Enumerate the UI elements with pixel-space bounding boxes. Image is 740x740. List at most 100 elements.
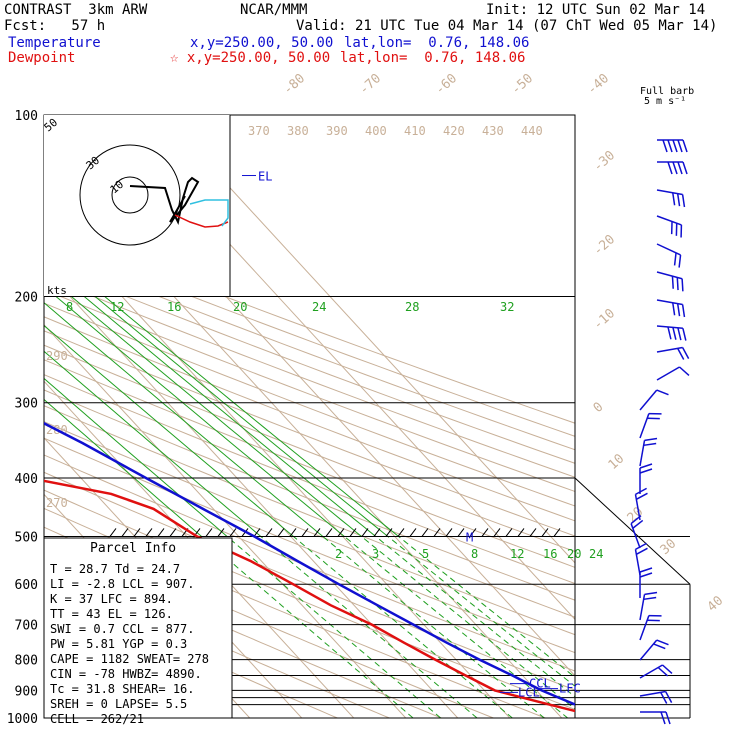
theta-label: 390 (326, 124, 348, 138)
hodograph-background (44, 115, 230, 296)
temperature-tick-label: 0 (591, 400, 607, 416)
dry-adiabat (44, 471, 575, 691)
pressure-tick-label: 800 (15, 654, 38, 669)
wind-barb (630, 515, 644, 549)
mixing-ratio-label: 8 (471, 547, 478, 561)
hatch-mark (121, 528, 129, 537)
temperature-latlon: lat,lon= 0.76, 148.06 (344, 35, 530, 51)
hatch-mark (229, 528, 237, 537)
hatch-mark (457, 528, 465, 537)
dry-adiabat (44, 374, 575, 585)
dry-adiabat (44, 586, 339, 718)
dry-adiabat (44, 344, 575, 552)
hatch-mark (397, 528, 405, 537)
hatch-mark (157, 528, 165, 537)
wind-barb (639, 639, 669, 661)
temperature-tick-label: -20 (591, 232, 618, 259)
ccl-label: CCL (529, 677, 551, 691)
temperature-tick-label: -30 (591, 148, 618, 175)
pressure-tick-label: 1000 (7, 712, 38, 727)
temperature-legend: Temperature (8, 35, 101, 51)
mixing-ratio-line (71, 296, 362, 537)
isotherm (44, 211, 511, 718)
dry-adiabat (44, 302, 575, 507)
theta-label: 370 (248, 124, 270, 138)
mixing-ratio-label: 12 (110, 300, 124, 314)
mixing-ratio-label: 24 (589, 547, 603, 561)
dry-adiabat (44, 454, 575, 672)
mixing-ratio-line (44, 377, 228, 537)
temperature-tick-label: -70 (357, 71, 384, 98)
hatch-mark (109, 528, 117, 537)
mixing-ratio-line (375, 536, 575, 698)
hodograph-trace (129, 176, 200, 226)
parcel-info-background (43, 537, 233, 719)
mixing-ratio-line (55, 296, 345, 537)
mixing-ratio-lines (44, 296, 575, 718)
temperature-tick-label: 40 (705, 593, 727, 615)
mixing-ratio-label: 2 (335, 547, 342, 561)
mixing-ratio-label: 24 (312, 300, 326, 314)
dry-adiabat (44, 437, 575, 654)
hatch-mark (553, 528, 561, 537)
hatch-mark (265, 528, 273, 537)
temperature-xy: x,y=250.00, 50.00 (190, 35, 334, 51)
wind-barb (656, 271, 684, 292)
hatch-mark (469, 528, 477, 537)
dry-adiabat (44, 225, 575, 424)
temperature-tick-label: -60 (433, 71, 460, 98)
plot-frame (43, 114, 691, 719)
plot-border (43, 114, 576, 719)
hatch-mark (301, 528, 309, 537)
center-title: NCAR/MMM (240, 2, 308, 18)
init-time: Init: 12 UTC Sun 02 Mar 14 (486, 2, 706, 18)
mixing-ratio-line (226, 536, 442, 718)
dry-adiabat (44, 275, 575, 478)
wind-barb (639, 412, 662, 439)
hatch-mark (169, 528, 177, 537)
mixing-ratio-label: 16 (543, 547, 557, 561)
pressure-tick-label: 600 (15, 578, 38, 593)
hatch-mark (313, 528, 321, 537)
mixing-ratio-line (44, 398, 202, 537)
mixing-ratio-label: 3 (372, 547, 379, 561)
mixing-ratio-line (83, 296, 377, 537)
dry-adiabat (44, 238, 575, 437)
forecast-hour: Fcst: 57 h (4, 18, 106, 34)
hatch-mark (493, 528, 501, 537)
wind-barb (656, 189, 686, 208)
valid-time: Valid: 21 UTC Tue 04 Mar 14 (07 ChT Wed … (296, 18, 718, 34)
pressure-tick-label: 500 (15, 530, 38, 545)
hatch-mark (517, 528, 525, 537)
wind-barb (657, 161, 688, 175)
parcel-info-row: TT = 43 EL = 126. (50, 607, 173, 621)
parcel-marker: M (466, 530, 473, 544)
wind-barb (656, 243, 682, 268)
dewpoint-latlon: lat,lon= 0.76, 148.06 (340, 50, 526, 66)
parcel-info-row: Tc = 31.8 SHEAR= 16. (50, 682, 195, 696)
hatch-mark (145, 528, 153, 537)
temperature-tick-label: -40 (585, 71, 612, 98)
hatch-mark (505, 528, 513, 537)
wind-barb (656, 325, 687, 341)
adiabat-label: 290 (46, 349, 68, 363)
hatch-mark (289, 528, 297, 537)
dry-adiabat (44, 250, 575, 451)
temperature-tick-label: -50 (509, 71, 536, 98)
parcel-info-row: LI = -2.8 LCL = 907. (50, 577, 195, 591)
dewpoint-xy: ☆ x,y=250.00, 50.00 (170, 50, 331, 66)
pressure-tick-label: 400 (15, 472, 38, 487)
pressure-tick-label: 200 (15, 291, 38, 306)
wind-barb (639, 463, 653, 494)
theta-label: 380 (287, 124, 309, 138)
dry-adiabat (44, 316, 575, 522)
hatch-mark (133, 528, 141, 537)
wind-barb (639, 614, 662, 641)
hatch-mark (481, 528, 489, 537)
hodograph-storm-motion (174, 214, 229, 228)
temperature-profile (44, 421, 575, 706)
hodograph-ring (111, 176, 149, 214)
wind-barb (639, 437, 658, 467)
